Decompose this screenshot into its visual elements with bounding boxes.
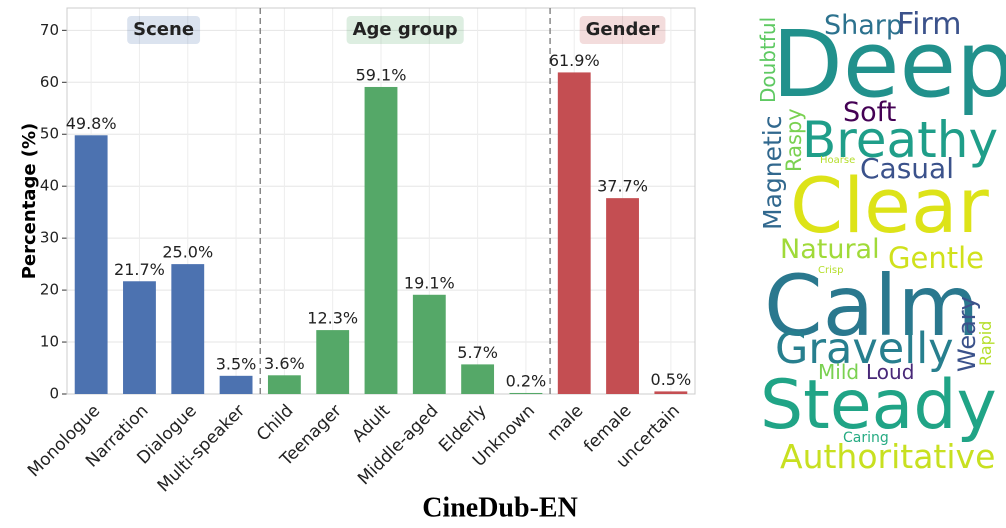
y-tick-label: 50 bbox=[40, 125, 59, 143]
bar bbox=[557, 72, 591, 394]
value-label: 49.8% bbox=[66, 114, 117, 133]
value-label: 61.9% bbox=[549, 51, 600, 70]
group-label-box bbox=[346, 16, 464, 44]
bar bbox=[509, 392, 543, 394]
word: Steady bbox=[760, 366, 997, 445]
word: Rapid bbox=[976, 321, 995, 366]
word: Raspy bbox=[782, 108, 806, 172]
value-label: 12.3% bbox=[307, 309, 358, 328]
bar bbox=[316, 330, 350, 394]
bar bbox=[412, 294, 446, 394]
y-tick-label: 40 bbox=[40, 177, 59, 195]
word: Natural bbox=[780, 234, 880, 265]
word: Deep bbox=[772, 11, 1006, 118]
y-tick-label: 60 bbox=[40, 73, 59, 91]
word: Crisp bbox=[818, 265, 843, 276]
word: Hoarse bbox=[820, 155, 855, 166]
word: Loud bbox=[866, 360, 914, 384]
word: Gravelly bbox=[775, 324, 954, 374]
word: Doubtful bbox=[756, 17, 780, 103]
bar bbox=[461, 364, 495, 394]
word: Authoritative bbox=[780, 437, 995, 476]
group-label-box bbox=[127, 16, 201, 44]
y-tick-label: 20 bbox=[40, 281, 59, 299]
y-tick-label: 70 bbox=[40, 21, 59, 39]
word: Gentle bbox=[888, 241, 984, 275]
group-label: Gender bbox=[586, 19, 660, 40]
value-label: 5.7% bbox=[457, 343, 498, 362]
word: Casual bbox=[860, 152, 954, 185]
bar bbox=[171, 264, 205, 394]
value-label: 21.7% bbox=[114, 260, 165, 279]
group-label: Age group bbox=[353, 19, 458, 40]
y-axis-label: Percentage (%) bbox=[19, 123, 40, 280]
word: Sharp bbox=[824, 10, 903, 41]
x-tick-label: male bbox=[543, 401, 587, 445]
bar bbox=[364, 86, 398, 394]
word-cloud: Sharp Firm Deep Doubtful Soft Magnetic R… bbox=[756, 7, 1006, 476]
value-label: 25.0% bbox=[162, 243, 213, 262]
bar-chart: 01020304050607049.8%Monologue21.7%Narrat… bbox=[24, 7, 696, 496]
value-label: 0.5% bbox=[651, 370, 692, 389]
value-label: 3.5% bbox=[216, 354, 257, 373]
word: Caring bbox=[843, 430, 889, 446]
chart-title: CineDub-EN bbox=[422, 492, 578, 523]
x-tick-label: Multi-speaker bbox=[154, 401, 249, 496]
word: Weary bbox=[953, 296, 981, 372]
word: Firm bbox=[897, 7, 961, 42]
y-tick-label: 0 bbox=[49, 385, 59, 403]
bar bbox=[219, 375, 253, 394]
word: Magnetic bbox=[758, 116, 787, 230]
value-label: 59.1% bbox=[356, 65, 407, 84]
group-label: Scene bbox=[133, 19, 194, 40]
y-tick-label: 10 bbox=[40, 333, 59, 351]
value-label: 3.6% bbox=[264, 354, 305, 373]
bar bbox=[267, 375, 301, 394]
word: Mild bbox=[818, 360, 859, 384]
y-tick-label: 30 bbox=[40, 229, 59, 247]
x-tick-label: Child bbox=[253, 401, 297, 445]
bar bbox=[123, 281, 156, 394]
bar bbox=[606, 198, 639, 394]
word: Clear bbox=[790, 161, 990, 250]
word: Soft bbox=[843, 97, 896, 128]
word: Breathy bbox=[802, 111, 998, 169]
x-tick-label: Monologue bbox=[24, 401, 104, 481]
value-label: 37.7% bbox=[597, 177, 648, 196]
group-label-box bbox=[579, 16, 666, 44]
word: Calm bbox=[764, 257, 979, 355]
bar bbox=[654, 391, 688, 394]
bar bbox=[74, 135, 108, 394]
value-label: 0.2% bbox=[506, 371, 547, 390]
x-tick-label: Adult bbox=[349, 401, 395, 447]
value-label: 19.1% bbox=[404, 273, 455, 292]
